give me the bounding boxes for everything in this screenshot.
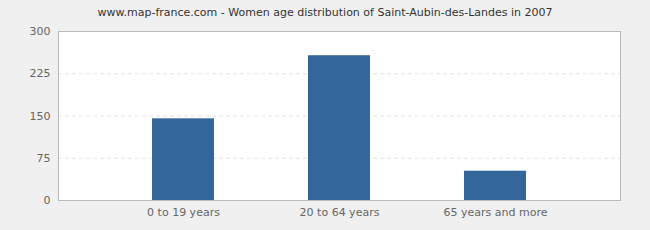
svg-text:225: 225 — [30, 67, 51, 80]
svg-text:0 to 19 years: 0 to 19 years — [147, 206, 220, 219]
svg-text:20 to 64 years: 20 to 64 years — [300, 206, 380, 219]
svg-text:0: 0 — [44, 194, 51, 207]
svg-text:300: 300 — [30, 25, 51, 38]
svg-text:65 years and more: 65 years and more — [444, 206, 548, 219]
svg-text:75: 75 — [37, 152, 51, 165]
html-text:www.map-france.com - Women age: www.map-france.com - Women age distribut… — [97, 6, 553, 19]
svg-text:150: 150 — [30, 110, 51, 123]
